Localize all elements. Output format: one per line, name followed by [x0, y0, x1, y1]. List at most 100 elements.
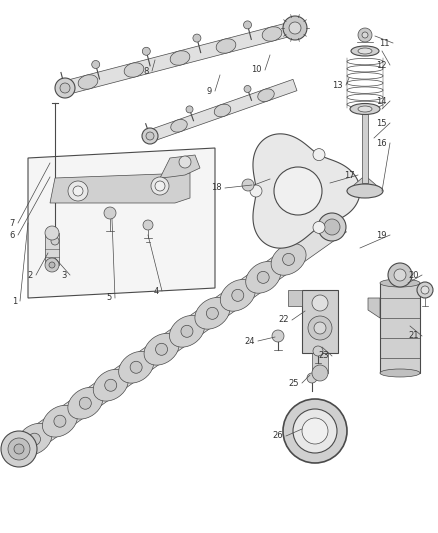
- Ellipse shape: [350, 103, 380, 115]
- Ellipse shape: [68, 387, 103, 419]
- Circle shape: [155, 181, 165, 191]
- Polygon shape: [148, 79, 297, 142]
- Circle shape: [313, 221, 325, 233]
- Circle shape: [394, 269, 406, 281]
- Circle shape: [242, 179, 254, 191]
- Text: 14: 14: [377, 96, 387, 106]
- Circle shape: [151, 177, 169, 195]
- Circle shape: [289, 22, 301, 34]
- Text: 11: 11: [379, 38, 390, 47]
- Ellipse shape: [258, 89, 274, 101]
- Circle shape: [206, 308, 219, 319]
- Polygon shape: [253, 134, 360, 248]
- Circle shape: [388, 263, 412, 287]
- Text: 10: 10: [251, 66, 262, 75]
- Polygon shape: [312, 353, 328, 373]
- Ellipse shape: [262, 27, 282, 41]
- Text: 23: 23: [318, 351, 329, 360]
- Text: 24: 24: [244, 336, 255, 345]
- Text: 13: 13: [332, 80, 343, 90]
- Text: 26: 26: [272, 432, 283, 440]
- Ellipse shape: [220, 279, 255, 311]
- Circle shape: [257, 271, 269, 284]
- Polygon shape: [288, 290, 302, 306]
- Circle shape: [54, 415, 66, 427]
- Text: 17: 17: [344, 171, 355, 180]
- Circle shape: [358, 28, 372, 42]
- Polygon shape: [50, 173, 190, 203]
- Text: 20: 20: [409, 271, 419, 279]
- Circle shape: [155, 343, 168, 356]
- Polygon shape: [380, 283, 420, 373]
- Text: 3: 3: [62, 271, 67, 279]
- Ellipse shape: [246, 262, 281, 293]
- Ellipse shape: [170, 51, 190, 65]
- Circle shape: [272, 330, 284, 342]
- Polygon shape: [63, 21, 297, 95]
- Circle shape: [421, 286, 429, 294]
- Circle shape: [49, 262, 55, 268]
- Circle shape: [92, 60, 100, 68]
- Text: 12: 12: [377, 61, 387, 69]
- Ellipse shape: [144, 334, 179, 365]
- Circle shape: [45, 258, 59, 272]
- Circle shape: [1, 431, 37, 467]
- Circle shape: [143, 220, 153, 230]
- Ellipse shape: [380, 279, 420, 287]
- Text: 2: 2: [28, 271, 33, 279]
- Ellipse shape: [17, 423, 52, 455]
- Ellipse shape: [358, 106, 372, 112]
- Circle shape: [283, 253, 295, 265]
- Polygon shape: [362, 109, 368, 183]
- Circle shape: [283, 399, 347, 463]
- Ellipse shape: [78, 75, 98, 89]
- Polygon shape: [368, 298, 380, 318]
- Ellipse shape: [380, 369, 420, 377]
- Ellipse shape: [42, 406, 78, 437]
- Polygon shape: [302, 290, 338, 353]
- Circle shape: [73, 186, 83, 196]
- Circle shape: [68, 181, 88, 201]
- Circle shape: [28, 433, 40, 445]
- Circle shape: [130, 361, 142, 373]
- Circle shape: [79, 397, 91, 409]
- Circle shape: [302, 418, 328, 444]
- Circle shape: [55, 78, 75, 98]
- Polygon shape: [9, 214, 346, 462]
- Ellipse shape: [358, 48, 372, 54]
- Ellipse shape: [170, 316, 205, 347]
- Text: 25: 25: [289, 378, 299, 387]
- Circle shape: [244, 21, 251, 29]
- Circle shape: [8, 438, 30, 460]
- Text: 15: 15: [377, 118, 387, 127]
- Ellipse shape: [124, 63, 144, 77]
- Circle shape: [308, 316, 332, 340]
- Circle shape: [318, 213, 346, 241]
- Ellipse shape: [351, 46, 379, 56]
- Circle shape: [250, 185, 262, 197]
- Polygon shape: [347, 178, 383, 191]
- Text: 6: 6: [10, 230, 15, 239]
- Circle shape: [314, 322, 326, 334]
- Circle shape: [244, 85, 251, 93]
- Circle shape: [312, 295, 328, 311]
- Circle shape: [274, 167, 322, 215]
- Circle shape: [146, 132, 154, 140]
- Circle shape: [362, 32, 368, 38]
- Text: 16: 16: [376, 139, 387, 148]
- Ellipse shape: [347, 184, 383, 198]
- Text: 8: 8: [144, 67, 149, 76]
- Circle shape: [313, 346, 323, 356]
- Ellipse shape: [216, 39, 236, 53]
- Ellipse shape: [93, 369, 128, 401]
- Text: 5: 5: [107, 294, 112, 303]
- Text: 19: 19: [377, 230, 387, 239]
- Circle shape: [307, 373, 317, 383]
- Circle shape: [51, 237, 59, 245]
- Circle shape: [105, 379, 117, 391]
- Text: 9: 9: [207, 86, 212, 95]
- Circle shape: [181, 325, 193, 337]
- Polygon shape: [45, 233, 59, 265]
- Circle shape: [324, 219, 340, 235]
- Text: 18: 18: [212, 183, 222, 192]
